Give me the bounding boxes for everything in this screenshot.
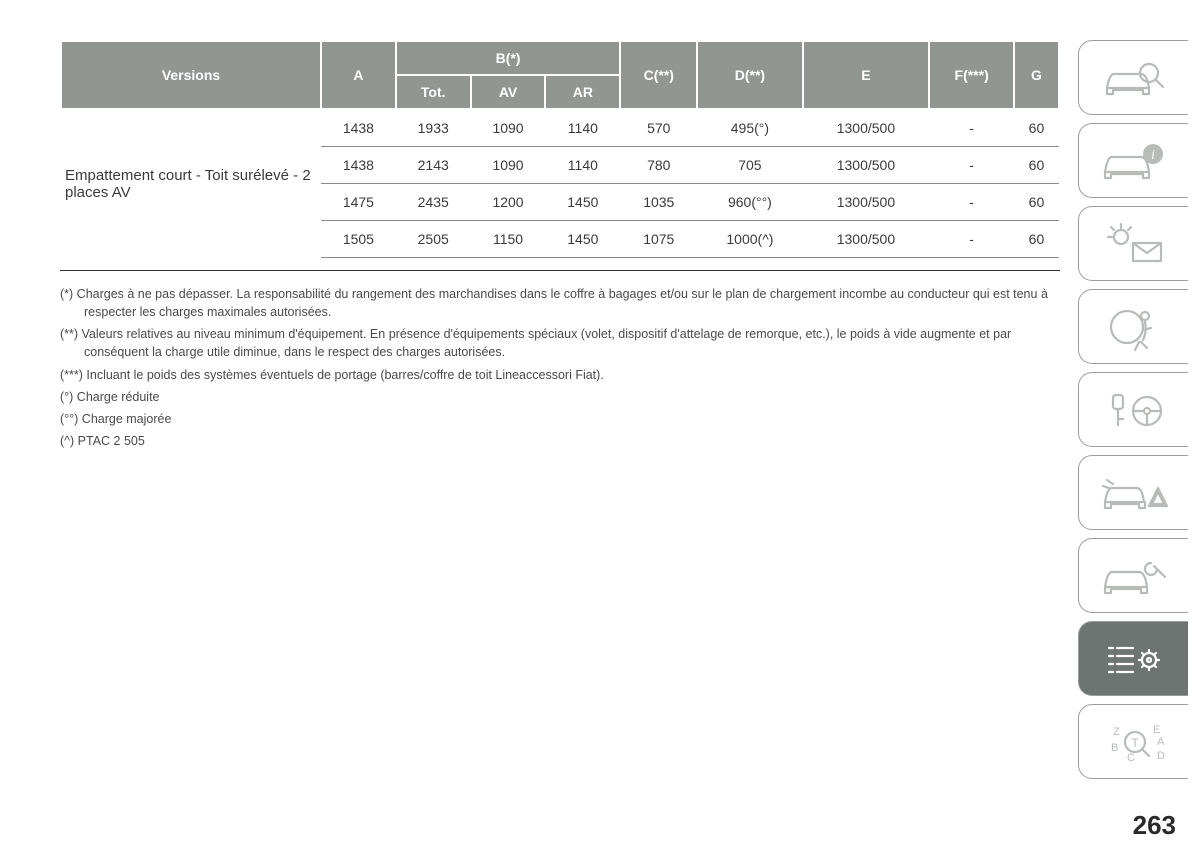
specifications-table: Versions A B(*) C(**) D(**) E F(***) G T… bbox=[60, 40, 1060, 258]
cell: 780 bbox=[620, 147, 697, 184]
table-row: Empattement court - Toit surélevé - 2 pl… bbox=[61, 109, 1059, 147]
cell: - bbox=[929, 147, 1014, 184]
table-body: Empattement court - Toit surélevé - 2 pl… bbox=[61, 109, 1059, 258]
cell: 1140 bbox=[545, 147, 620, 184]
table-bottom-rule bbox=[60, 270, 1060, 271]
tab-emergency[interactable] bbox=[1078, 455, 1188, 530]
col-e: E bbox=[803, 41, 930, 109]
cell: 60 bbox=[1014, 109, 1059, 147]
svg-text:Z: Z bbox=[1113, 726, 1120, 738]
cell: 495(°) bbox=[697, 109, 802, 147]
tab-dashboard[interactable] bbox=[1078, 40, 1188, 115]
cell: - bbox=[929, 221, 1014, 258]
footnote: (*) Charges à ne pas dépasser. La respon… bbox=[60, 285, 1060, 321]
col-d: D(**) bbox=[697, 41, 802, 109]
cell: 2435 bbox=[396, 184, 471, 221]
cell: 1035 bbox=[620, 184, 697, 221]
footnotes: (*) Charges à ne pas dépasser. La respon… bbox=[60, 285, 1060, 450]
svg-text:T: T bbox=[1131, 736, 1139, 750]
cell: - bbox=[929, 109, 1014, 147]
cell: 1438 bbox=[321, 147, 396, 184]
col-b-ar: AR bbox=[545, 75, 620, 109]
cell: 2505 bbox=[396, 221, 471, 258]
col-f: F(***) bbox=[929, 41, 1014, 109]
tab-specs[interactable] bbox=[1078, 621, 1188, 696]
cell: - bbox=[929, 184, 1014, 221]
footnote: (^) PTAC 2 505 bbox=[60, 432, 1060, 450]
svg-text:A: A bbox=[1157, 736, 1165, 748]
cell: 60 bbox=[1014, 147, 1059, 184]
cell: 1090 bbox=[471, 109, 546, 147]
footnote: (***) Incluant le poids des systèmes éve… bbox=[60, 366, 1060, 384]
col-g: G bbox=[1014, 41, 1059, 109]
cell: 705 bbox=[697, 147, 802, 184]
row-label: Empattement court - Toit surélevé - 2 pl… bbox=[61, 109, 321, 258]
car-triangle-icon bbox=[1099, 468, 1169, 518]
car-info-icon: i bbox=[1099, 136, 1169, 186]
key-wheel-icon bbox=[1099, 385, 1169, 435]
cell: 1438 bbox=[321, 109, 396, 147]
col-b: B(*) bbox=[396, 41, 620, 75]
cell: 1505 bbox=[321, 221, 396, 258]
index-search-icon: Z E B A C D T bbox=[1099, 717, 1169, 767]
svg-text:E: E bbox=[1153, 724, 1160, 736]
cell: 1475 bbox=[321, 184, 396, 221]
cell: 1300/500 bbox=[803, 109, 930, 147]
col-b-av: AV bbox=[471, 75, 546, 109]
cell: 2143 bbox=[396, 147, 471, 184]
tab-lights[interactable] bbox=[1078, 206, 1188, 281]
cell: 1090 bbox=[471, 147, 546, 184]
svg-text:C: C bbox=[1127, 752, 1135, 764]
footnote: (**) Valeurs relatives au niveau minimum… bbox=[60, 325, 1060, 361]
cell: 1300/500 bbox=[803, 184, 930, 221]
col-versions: Versions bbox=[61, 41, 321, 109]
svg-text:B: B bbox=[1111, 742, 1118, 754]
cell: 1150 bbox=[471, 221, 546, 258]
svg-text:i: i bbox=[1151, 148, 1155, 163]
tab-index[interactable]: Z E B A C D T bbox=[1078, 704, 1188, 779]
page-content: Versions A B(*) C(**) D(**) E F(***) G T… bbox=[60, 40, 1060, 454]
page-number: 263 bbox=[1133, 810, 1176, 841]
cell: 1300/500 bbox=[803, 147, 930, 184]
cell: 1300/500 bbox=[803, 221, 930, 258]
section-tabs: i bbox=[1078, 40, 1188, 779]
car-magnifier-icon bbox=[1099, 53, 1169, 103]
tab-service[interactable] bbox=[1078, 538, 1188, 613]
footnote: (°°) Charge majorée bbox=[60, 410, 1060, 428]
col-c: C(**) bbox=[620, 41, 697, 109]
cell: 1450 bbox=[545, 184, 620, 221]
list-gear-icon bbox=[1099, 634, 1169, 684]
tab-info[interactable]: i bbox=[1078, 123, 1188, 198]
cell: 60 bbox=[1014, 184, 1059, 221]
cell: 60 bbox=[1014, 221, 1059, 258]
cell: 1450 bbox=[545, 221, 620, 258]
col-b-tot: Tot. bbox=[396, 75, 471, 109]
footnote: (°) Charge réduite bbox=[60, 388, 1060, 406]
col-a: A bbox=[321, 41, 396, 109]
cell: 1140 bbox=[545, 109, 620, 147]
cell: 1933 bbox=[396, 109, 471, 147]
cell: 1000(^) bbox=[697, 221, 802, 258]
svg-text:D: D bbox=[1157, 750, 1165, 762]
tab-airbag[interactable] bbox=[1078, 289, 1188, 364]
cell: 570 bbox=[620, 109, 697, 147]
cell: 1075 bbox=[620, 221, 697, 258]
cell: 960(°°) bbox=[697, 184, 802, 221]
airbag-icon bbox=[1099, 302, 1169, 352]
light-envelope-icon bbox=[1099, 219, 1169, 269]
tab-controls[interactable] bbox=[1078, 372, 1188, 447]
cell: 1200 bbox=[471, 184, 546, 221]
car-wrench-icon bbox=[1099, 551, 1169, 601]
